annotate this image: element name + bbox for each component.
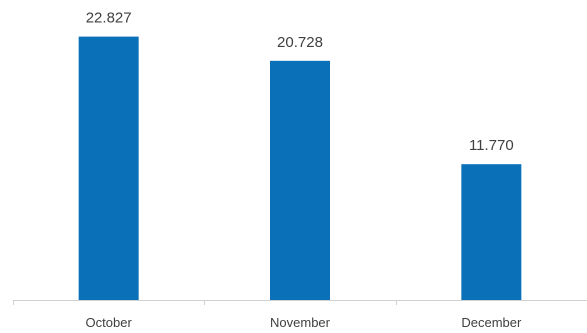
x-tick-label-october: October	[86, 315, 133, 330]
bar-october	[78, 36, 139, 300]
bar-november	[270, 60, 330, 301]
data-label-december: 11.770	[469, 137, 514, 154]
x-tick-label-december: December	[461, 315, 522, 330]
x-axis	[13, 300, 587, 305]
labels-layer: 22.827 October 20.728 November 11.770 Decembe…	[86, 10, 522, 330]
x-tick-label-november: November	[270, 315, 331, 330]
bars-layer	[78, 36, 522, 301]
bar-december	[461, 164, 522, 300]
data-label-october: 22.827	[86, 10, 132, 27]
data-label-november: 20.728	[277, 34, 323, 51]
